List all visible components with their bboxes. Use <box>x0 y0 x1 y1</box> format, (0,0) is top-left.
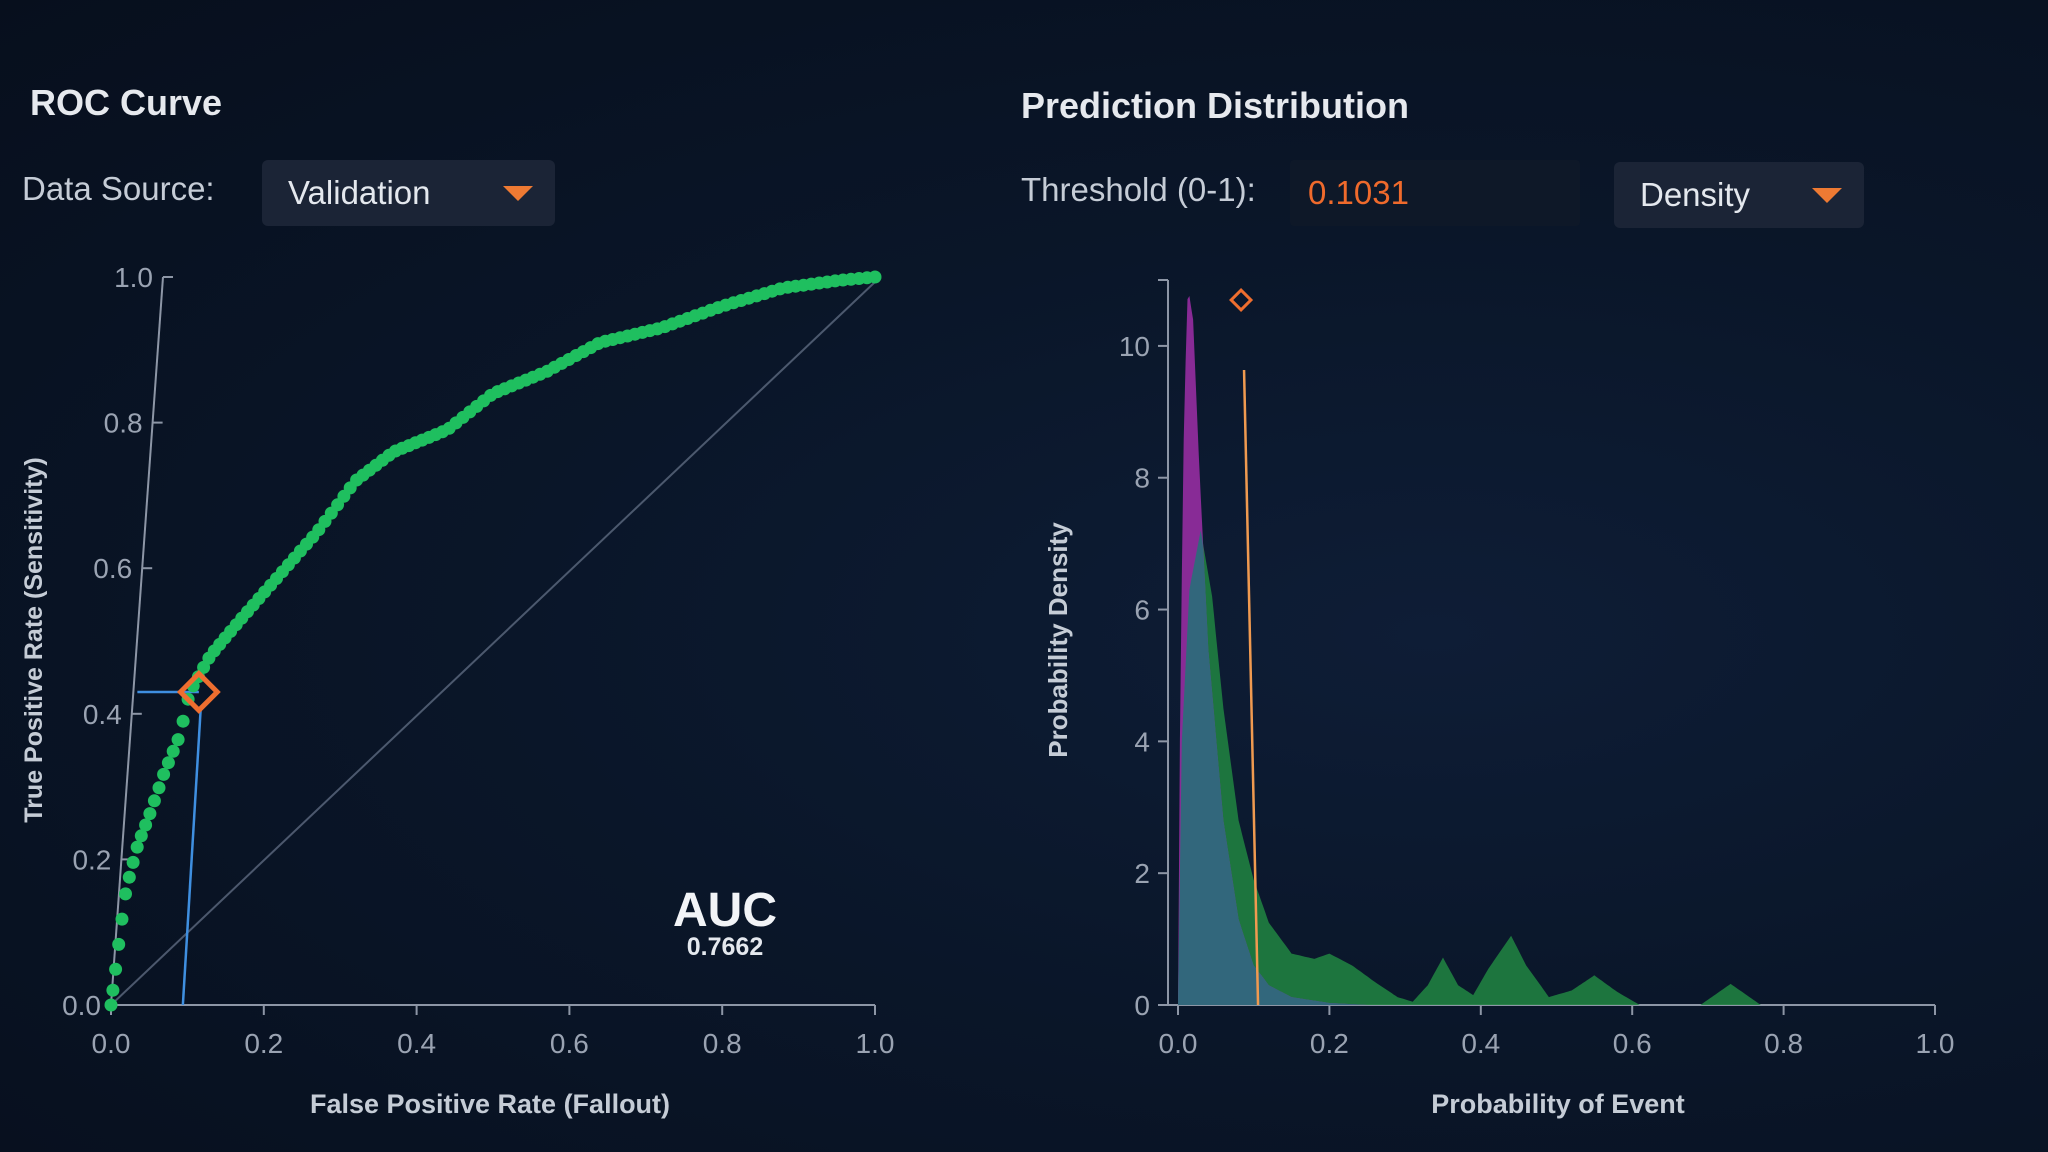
distribution-chart: 0 2 4 6 8 10 0.0 0.2 0.4 0.6 0.8 1.0 Probability o… <box>1043 279 1955 1119</box>
roc-y-tick-label: 1.0 <box>114 262 153 293</box>
dist-y-ticks: 0 2 4 6 8 10 <box>1119 279 1168 1021</box>
dist-x-axis-label: Probability of Event <box>1431 1089 1685 1119</box>
roc-point <box>104 998 118 1012</box>
view-mode-value: Density <box>1640 176 1751 213</box>
roc-point <box>130 840 144 854</box>
roc-point <box>115 912 129 926</box>
threshold-input[interactable] <box>1290 160 1580 226</box>
data-source-value: Validation <box>288 174 431 211</box>
roc-y-tick-label: 0.8 <box>104 408 143 439</box>
roc-y-tick-label: 0.4 <box>83 699 122 730</box>
roc-threshold-guide-vertical <box>181 705 203 1006</box>
threshold-line[interactable] <box>1242 369 1260 1006</box>
roc-point <box>134 829 148 843</box>
dist-x-tick-label: 0.0 <box>1159 1028 1198 1059</box>
roc-point <box>122 870 136 884</box>
roc-y-tick-label: 0.2 <box>72 844 111 875</box>
roc-point <box>139 818 153 832</box>
roc-point <box>126 855 140 869</box>
dist-x-tick-label: 0.2 <box>1310 1028 1349 1059</box>
roc-y-axis <box>110 276 164 1006</box>
chevron-down-icon <box>503 186 533 201</box>
roc-x-tick-label: 0.2 <box>244 1028 283 1059</box>
roc-x-axis-label: False Positive Rate (Fallout) <box>310 1089 670 1119</box>
dist-y-tick-label: 10 <box>1119 331 1150 362</box>
roc-point <box>143 807 157 821</box>
roc-x-ticks: 0.0 0.2 0.4 0.6 0.8 1.0 <box>92 1005 895 1059</box>
overlap-density <box>1178 530 1935 1005</box>
roc-x-tick-label: 0.0 <box>92 1028 131 1059</box>
roc-point <box>106 983 120 997</box>
dist-x-ticks: 0.0 0.2 0.4 0.6 0.8 1.0 <box>1159 1005 1955 1059</box>
roc-y-axis-label: True Positive Rate (Sensitivity) <box>20 457 48 822</box>
roc-x-tick-label: 1.0 <box>856 1028 895 1059</box>
roc-x-tick-label: 0.6 <box>550 1028 589 1059</box>
roc-point <box>109 962 123 976</box>
threshold-handle[interactable] <box>1229 287 1254 313</box>
roc-x-tick-label: 0.4 <box>397 1028 436 1059</box>
roc-y-ticks: 0.0 0.2 0.4 0.6 0.8 1.0 <box>62 262 173 1021</box>
roc-chart: 0.0 0.2 0.4 0.6 0.8 1.0 0.0 0.2 0.4 0.6 0.8 1.0 Fa… <box>20 262 895 1119</box>
roc-point <box>176 714 190 728</box>
data-source-label: Data Source: <box>22 170 215 207</box>
roc-points <box>104 270 882 1012</box>
roc-point <box>112 937 126 951</box>
roc-point <box>166 744 180 758</box>
roc-point <box>171 733 185 747</box>
distribution-panel-title: Prediction Distribution <box>1021 85 1410 126</box>
roc-point <box>157 767 171 781</box>
auc-label: AUC <box>673 884 777 937</box>
negative-class-density <box>1178 296 1935 1005</box>
dist-x-tick-label: 0.4 <box>1461 1028 1500 1059</box>
dist-y-tick-label: 6 <box>1134 595 1150 626</box>
roc-y-tick-label: 0.0 <box>62 990 101 1021</box>
roc-panel-title: ROC Curve <box>30 82 223 123</box>
view-mode-dropdown[interactable]: Density <box>1614 162 1864 228</box>
chevron-down-icon <box>1812 188 1842 203</box>
dist-y-tick-label: 8 <box>1134 463 1150 494</box>
dist-x-tick-label: 0.6 <box>1613 1028 1652 1059</box>
roc-point <box>868 270 882 284</box>
auc-value: 0.7662 <box>687 933 763 961</box>
roc-point <box>152 781 166 795</box>
roc-point <box>161 756 175 770</box>
positive-class-density <box>1178 530 1935 1005</box>
dist-y-tick-label: 2 <box>1134 858 1150 889</box>
roc-point <box>119 887 132 901</box>
dist-y-tick-label: 4 <box>1134 726 1150 757</box>
roc-x-tick-label: 0.8 <box>703 1028 742 1059</box>
roc-y-tick-label: 0.6 <box>93 553 132 584</box>
dist-y-tick-label: 0 <box>1134 990 1150 1021</box>
dist-x-tick-label: 0.8 <box>1764 1028 1803 1059</box>
roc-threshold-marker[interactable] <box>176 670 221 714</box>
roc-point <box>147 794 161 808</box>
threshold-label: Threshold (0-1): <box>1021 171 1256 208</box>
dist-y-axis-label: Probability Density <box>1043 522 1073 758</box>
roc-random-diagonal <box>110 281 876 1006</box>
dist-x-tick-label: 1.0 <box>1916 1028 1955 1059</box>
data-source-dropdown[interactable]: Validation <box>262 160 555 226</box>
